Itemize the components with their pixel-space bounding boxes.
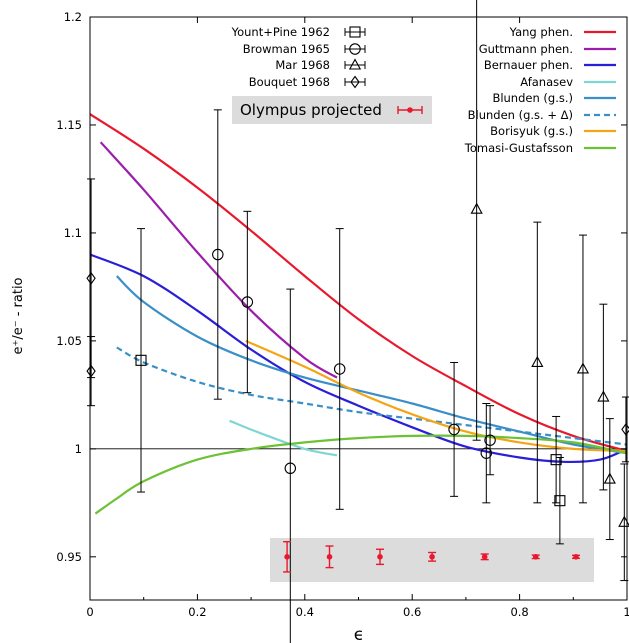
data-point-2-0 [470, 202, 483, 214]
errorbar-1-5 [482, 403, 491, 504]
series-line-6 [245, 339, 628, 453]
legend-label-1: Browman 1965 [243, 42, 330, 56]
errorbar-1-0 [213, 109, 222, 400]
x-tick-label-2: 0.4 [296, 605, 314, 619]
errorbar-2-2 [578, 234, 587, 504]
legend-label-3: Bouquet 1968 [249, 75, 330, 89]
data-point-1-2 [284, 462, 297, 475]
y-tick-label-3: 1.1 [64, 226, 82, 240]
y-tick-label-2: 1.05 [56, 334, 82, 348]
legend-series-label-3: Afanasev [520, 75, 573, 89]
projected-point-0 [284, 554, 290, 560]
data-point-2-1 [531, 355, 544, 368]
axis-ticks: 0 0.2 0.4 0.6 0.8 1 0.95 1 1.05 1.1 1.15 1.2 [56, 10, 629, 619]
y-tick-label-5: 1.2 [64, 10, 82, 24]
data-point-1-5 [480, 447, 493, 459]
series-line-0 [89, 113, 628, 453]
data-point-2-3 [597, 390, 610, 402]
errorbar-1-2 [286, 288, 295, 643]
errorbar-1-6 [486, 405, 495, 476]
x-tick-label-0: 0 [86, 605, 93, 619]
series-line-4 [116, 275, 628, 455]
legend-entry-1 [344, 43, 366, 55]
errorbar-1-4 [450, 361, 459, 497]
legend-marker-2 [348, 58, 362, 70]
errorbar-0-1 [552, 415, 561, 504]
legend-label-0: Yount+Pine 1962 [231, 25, 330, 39]
data-point-0-0 [135, 354, 147, 366]
projected-point-2 [377, 554, 383, 560]
x-tick-label-4: 0.8 [510, 605, 528, 619]
series-line-2 [89, 253, 628, 464]
legend-marker-3 [350, 75, 360, 89]
theory-curves [89, 113, 628, 515]
legend-marker-1 [349, 43, 361, 55]
projected-point-4 [481, 554, 488, 560]
errorbar-2-4 [605, 418, 614, 541]
x-tick-label-5: 1 [623, 605, 629, 619]
legend-label-2: Mar 1968 [275, 58, 330, 72]
data-point-1-0 [212, 248, 224, 261]
errorbar-2-3 [599, 303, 608, 491]
data-point-1-3 [333, 363, 346, 375]
projected-point-3 [429, 554, 435, 560]
x-tick-label-3: 0.6 [403, 605, 421, 619]
legend-marker-0 [349, 26, 361, 38]
errorbar-2-0 [472, 0, 481, 441]
y-tick-label-4: 1.15 [56, 118, 82, 132]
legend-series-label-0: Yang phen. [509, 25, 573, 39]
data-points [86, 0, 629, 643]
data-point-3-0 [86, 271, 96, 285]
data-point-3-1 [86, 364, 96, 378]
errorbar-1-3 [335, 228, 344, 510]
x-tick-label-1: 0.2 [188, 605, 206, 619]
legend-series-label-5: Blunden (g.s. + Δ) [468, 108, 573, 122]
y-tick-label-1: 1 [75, 442, 82, 456]
data-point-2-2 [576, 362, 590, 374]
y-tick-label-0: 0.95 [56, 550, 82, 564]
legend-entry-3 [344, 75, 366, 89]
series-line-5 [116, 346, 628, 446]
data-point-1-1 [241, 296, 254, 308]
legend: Yount+Pine 1962 Browman 1965 Mar 1968 Bouqu… [231, 25, 616, 155]
legend-entry-2 [344, 58, 366, 70]
x-axis-label: ϵ [354, 625, 364, 643]
errorbar-1-1 [243, 210, 252, 394]
legend-entry-0 [344, 26, 366, 38]
errorbar-2-1 [533, 221, 542, 504]
projected-point-6 [573, 554, 579, 560]
data-point-1-4 [448, 423, 460, 436]
y-axis-label: e⁺/e⁻ - ratio [11, 277, 26, 354]
legend-series-label-4: Blunden (g.s.) [492, 91, 573, 105]
data-point-0-2 [554, 495, 566, 507]
projected-legend-marker [397, 106, 423, 114]
legend-series-label-2: Bernauer phen. [484, 58, 573, 72]
legend-series-label-1: Guttmann phen. [479, 42, 573, 56]
data-point-1-6 [484, 434, 496, 446]
projected-legend-label: Olympus projected [240, 101, 382, 119]
legend-series-label-7: Tomasi-Gustafsson [464, 141, 573, 155]
errorbar-0-0 [137, 228, 146, 493]
projected-point-1 [326, 554, 333, 560]
data-point-2-4 [603, 472, 616, 484]
series-line-3 [229, 419, 338, 457]
errorbar-0-2 [555, 456, 564, 545]
projected-point-5 [532, 554, 539, 560]
errorbar-3-1 [87, 336, 96, 407]
legend-series-label-6: Borisyuk (g.s.) [490, 124, 573, 138]
data-point-0-1 [550, 454, 562, 466]
